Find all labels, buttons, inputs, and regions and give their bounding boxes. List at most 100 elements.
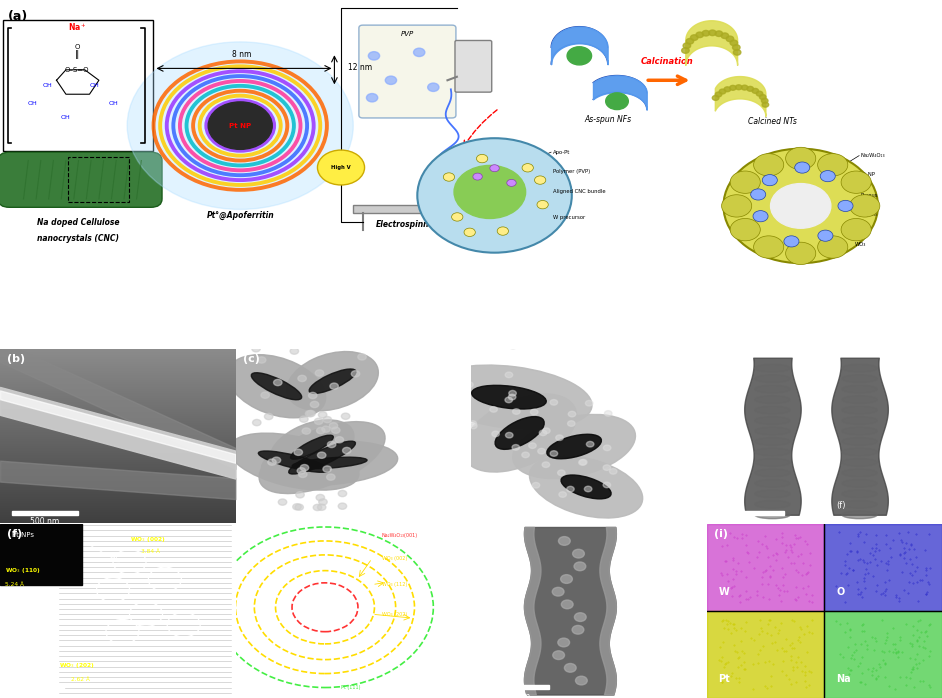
Circle shape: [469, 421, 477, 426]
Ellipse shape: [842, 438, 877, 445]
Point: [385, 604, 400, 616]
Ellipse shape: [472, 385, 546, 409]
Point: [256, 545, 271, 556]
Circle shape: [558, 470, 565, 475]
Circle shape: [733, 45, 740, 50]
Point: [376, 692, 391, 698]
Circle shape: [818, 154, 848, 176]
Point: [402, 634, 417, 645]
Circle shape: [567, 47, 592, 65]
Point: [328, 593, 343, 604]
Point: [391, 528, 406, 540]
Circle shape: [332, 427, 340, 433]
Point: [326, 579, 341, 590]
Circle shape: [368, 52, 380, 60]
Point: [441, 692, 456, 698]
Point: [359, 588, 374, 600]
Circle shape: [537, 200, 548, 209]
Circle shape: [573, 549, 584, 558]
Point: [229, 595, 244, 607]
Circle shape: [586, 441, 593, 447]
Circle shape: [497, 227, 509, 235]
Circle shape: [579, 459, 587, 465]
Point: [297, 530, 312, 542]
Point: [434, 688, 449, 698]
Ellipse shape: [512, 415, 636, 479]
Circle shape: [261, 392, 269, 399]
Circle shape: [510, 343, 517, 349]
Ellipse shape: [269, 420, 354, 475]
Circle shape: [564, 664, 577, 672]
Circle shape: [528, 443, 536, 448]
Text: O–S=O: O–S=O: [65, 67, 89, 73]
Point: [442, 557, 457, 568]
Ellipse shape: [842, 385, 877, 393]
Point: [301, 685, 317, 696]
Point: [300, 650, 316, 661]
Circle shape: [723, 149, 878, 263]
Point: [423, 619, 438, 630]
Circle shape: [323, 466, 332, 472]
Circle shape: [414, 48, 425, 57]
Circle shape: [784, 236, 799, 247]
Circle shape: [747, 87, 754, 91]
Point: [391, 690, 406, 698]
Point: [438, 521, 453, 533]
Point: [385, 607, 400, 618]
Point: [300, 524, 315, 535]
Point: [297, 638, 312, 649]
Circle shape: [328, 441, 336, 447]
Text: (i): (i): [714, 529, 727, 539]
Bar: [824, 611, 942, 698]
Text: High V: High V: [332, 165, 350, 170]
Point: [372, 553, 387, 564]
Circle shape: [761, 98, 768, 103]
Point: [338, 572, 353, 584]
Point: [346, 583, 361, 594]
Circle shape: [318, 499, 327, 505]
Point: [256, 656, 271, 667]
Point: [401, 609, 416, 620]
Circle shape: [335, 437, 344, 443]
Circle shape: [841, 218, 871, 241]
Circle shape: [351, 371, 360, 377]
Circle shape: [741, 85, 748, 90]
Circle shape: [553, 651, 564, 660]
Circle shape: [682, 47, 690, 53]
Circle shape: [606, 93, 628, 110]
Ellipse shape: [842, 417, 877, 424]
Text: 250 nm: 250 nm: [501, 517, 530, 526]
Circle shape: [490, 165, 499, 172]
Text: OH: OH: [61, 114, 71, 119]
Point: [312, 630, 327, 641]
Circle shape: [313, 504, 321, 510]
Point: [251, 644, 266, 655]
Bar: [68, 157, 129, 202]
Point: [446, 685, 461, 696]
Point: [275, 578, 290, 589]
Point: [361, 634, 376, 646]
Point: [255, 608, 270, 619]
Point: [387, 651, 402, 662]
Point: [350, 658, 365, 669]
Point: [269, 637, 284, 648]
Point: [322, 525, 337, 536]
Ellipse shape: [842, 459, 877, 466]
Text: (g): (g): [243, 529, 261, 539]
Circle shape: [751, 189, 766, 200]
Point: [288, 628, 303, 639]
Text: 10 nm: 10 nm: [25, 692, 50, 698]
Point: [447, 632, 462, 643]
Circle shape: [295, 504, 303, 510]
Circle shape: [308, 392, 317, 399]
Text: Na₂W₄O₁₃: Na₂W₄O₁₃: [861, 153, 885, 158]
Circle shape: [509, 394, 516, 400]
Ellipse shape: [842, 406, 877, 414]
Circle shape: [702, 31, 709, 36]
Circle shape: [542, 462, 549, 468]
Point: [349, 646, 364, 657]
Point: [300, 568, 315, 579]
Text: (c): (c): [243, 355, 259, 364]
Point: [432, 676, 447, 687]
Point: [361, 543, 376, 554]
